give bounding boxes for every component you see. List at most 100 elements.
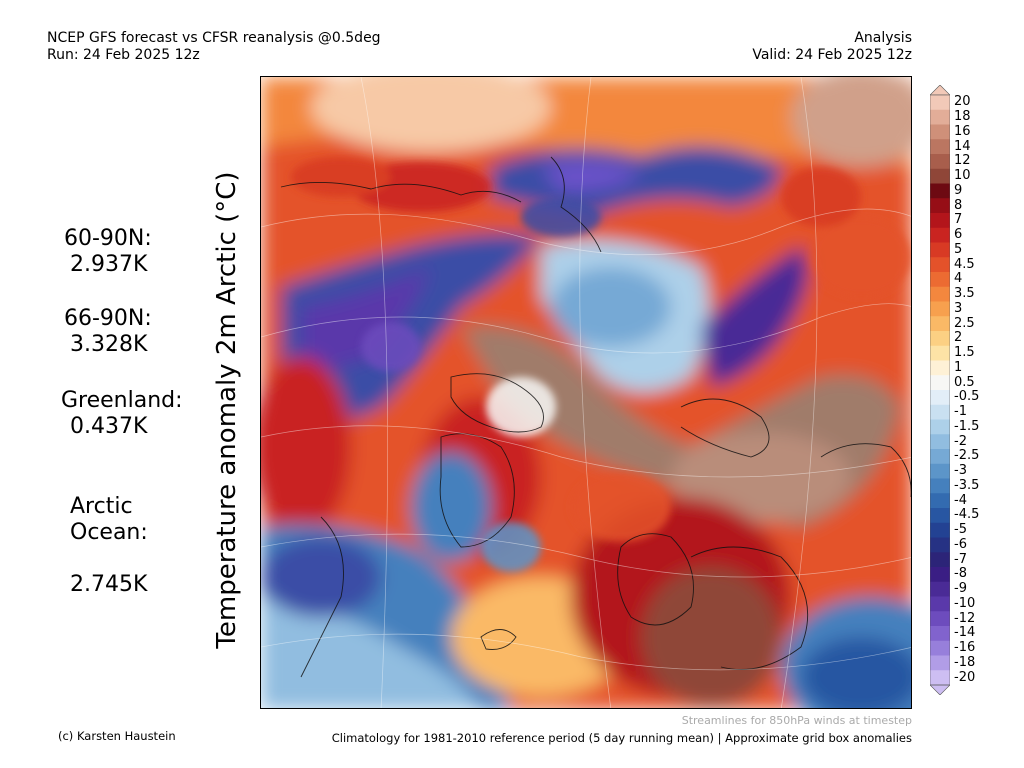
colorbar-tick-label: 9: [954, 182, 963, 198]
colorbar-tick-label: 0.5: [954, 374, 975, 390]
colorbar-tick-label: 1.5: [954, 345, 975, 361]
colorbar-swatch: [930, 286, 950, 302]
stat-60-90n: 60-90N: 2.937K: [64, 226, 152, 278]
colorbar-tick-label: -18: [954, 654, 976, 670]
run-time: Run: 24 Feb 2025 12z: [47, 47, 200, 63]
stat-arctic-ocean: Arctic Ocean: 2.745K: [70, 468, 148, 624]
colorbar-tick-label: -12: [954, 610, 976, 626]
colorbar-tick-label: -1: [954, 404, 967, 420]
colorbar-tick-label: 3: [954, 300, 963, 316]
colorbar-swatch: [930, 183, 950, 199]
colorbar: [930, 85, 950, 695]
stat-value: 3.328K: [70, 332, 148, 357]
colorbar-tick-label: -9: [954, 581, 967, 597]
colorbar-tick-label: -3: [954, 463, 967, 479]
stat-region: 60-90N:: [64, 226, 152, 251]
colorbar-swatch: [930, 139, 950, 155]
colorbar-tick-label: -6: [954, 536, 967, 552]
colorbar-tick-label: 6: [954, 227, 963, 243]
colorbar-swatch: [930, 375, 950, 391]
colorbar-swatch: [930, 109, 950, 125]
colorbar-swatch: [930, 581, 950, 597]
colorbar-swatch: [930, 552, 950, 568]
stat-greenland: Greenland: 0.437K: [61, 388, 183, 440]
stat-region: Arctic Ocean:: [70, 494, 148, 545]
analysis-label: Analysis: [854, 30, 912, 46]
stat-value: 2.745K: [70, 572, 148, 597]
colorbar-tick-label: -5: [954, 522, 967, 538]
colorbar-arrow-up: [930, 85, 950, 96]
colorbar-tick-label: 8: [954, 197, 963, 213]
colorbar-swatch: [930, 640, 950, 656]
colorbar-tick-label: 4.5: [954, 256, 975, 272]
colorbar-swatch: [930, 198, 950, 214]
stat-region: Greenland:: [61, 388, 183, 413]
colorbar-swatch: [930, 508, 950, 524]
colorbar-swatch: [930, 655, 950, 671]
colorbar-swatch: [930, 670, 950, 686]
colorbar-tick-label: -10: [954, 595, 976, 611]
colorbar-swatch: [930, 419, 950, 435]
anomaly-map-canvas: [261, 77, 911, 708]
stat-66-90n: 66-90N: 3.328K: [64, 306, 152, 358]
colorbar-swatch: [930, 331, 950, 347]
colorbar-tick-label: 18: [954, 109, 971, 125]
colorbar-tick-label: -1.5: [954, 418, 980, 434]
colorbar-swatch: [930, 360, 950, 376]
valid-time: Valid: 24 Feb 2025 12z: [752, 47, 912, 63]
stat-value: 0.437K: [70, 414, 148, 439]
colorbar-swatch: [930, 626, 950, 642]
header-left: NCEP GFS forecast vs CFSR reanalysis @0.…: [47, 30, 381, 64]
colorbar-tick-label: -2.5: [954, 448, 980, 464]
colorbar-tick-label: -20: [954, 669, 976, 685]
colorbar-swatch: [930, 522, 950, 538]
colorbar-frame: [930, 94, 950, 686]
colorbar-tick-label: -4: [954, 492, 967, 508]
colorbar-arrow-down: [930, 684, 950, 695]
colorbar-swatch: [930, 272, 950, 288]
colorbar-swatch: [930, 434, 950, 450]
colorbar-tick-label: -4.5: [954, 507, 980, 523]
colorbar-tick-label: 4: [954, 271, 963, 287]
colorbar-swatch: [930, 611, 950, 627]
colorbar-tick-label: -16: [954, 640, 976, 656]
stat-value: 2.937K: [70, 252, 148, 277]
stream-note: Streamlines for 850hPa winds at timestep: [681, 714, 912, 727]
colorbar-tick-label: -8: [954, 566, 967, 582]
stat-region: 66-90N:: [64, 306, 152, 331]
colorbar-swatch: [930, 316, 950, 332]
colorbar-swatch: [930, 463, 950, 479]
colorbar-tick-label: 12: [954, 153, 971, 169]
colorbar-tick-label: -0.5: [954, 389, 980, 405]
colorbar-tick-label: -3.5: [954, 477, 980, 493]
colorbar-swatch: [930, 449, 950, 465]
colorbar-swatch: [930, 95, 950, 111]
header-right: Analysis Valid: 24 Feb 2025 12z: [752, 30, 912, 64]
colorbar-tick-label: -2: [954, 433, 967, 449]
colorbar-tick-label: 20: [954, 94, 971, 110]
colorbar-tick-label: 10: [954, 168, 971, 184]
colorbar-tick-label: 7: [954, 212, 963, 228]
colorbar-tick-label: 3.5: [954, 286, 975, 302]
colorbar-swatch: [930, 154, 950, 170]
colorbar-swatch: [930, 213, 950, 229]
colorbar-tick-label: 16: [954, 123, 971, 139]
colorbar-tick-label: 2: [954, 330, 963, 346]
colorbar-tick-label: 1: [954, 359, 963, 375]
colorbar-tick-label: -7: [954, 551, 967, 567]
colorbar-tick-label: -14: [954, 625, 976, 641]
colorbar-tick-label: 5: [954, 241, 963, 257]
colorbar-tick-label: 14: [954, 138, 971, 154]
colorbar-swatch: [930, 257, 950, 273]
colorbar-swatch: [930, 390, 950, 406]
colorbar-swatch: [930, 301, 950, 317]
variable-label: Temperature anomaly 2m Arctic (°C): [212, 171, 242, 649]
colorbar-swatch: [930, 596, 950, 612]
colorbar-swatch: [930, 345, 950, 361]
colorbar-swatch: [930, 567, 950, 583]
colorbar-swatch: [930, 537, 950, 553]
colorbar-swatch: [930, 478, 950, 494]
colorbar-swatch: [930, 493, 950, 509]
colorbar-swatch: [930, 242, 950, 258]
colorbar-tick-label: 2.5: [954, 315, 975, 331]
